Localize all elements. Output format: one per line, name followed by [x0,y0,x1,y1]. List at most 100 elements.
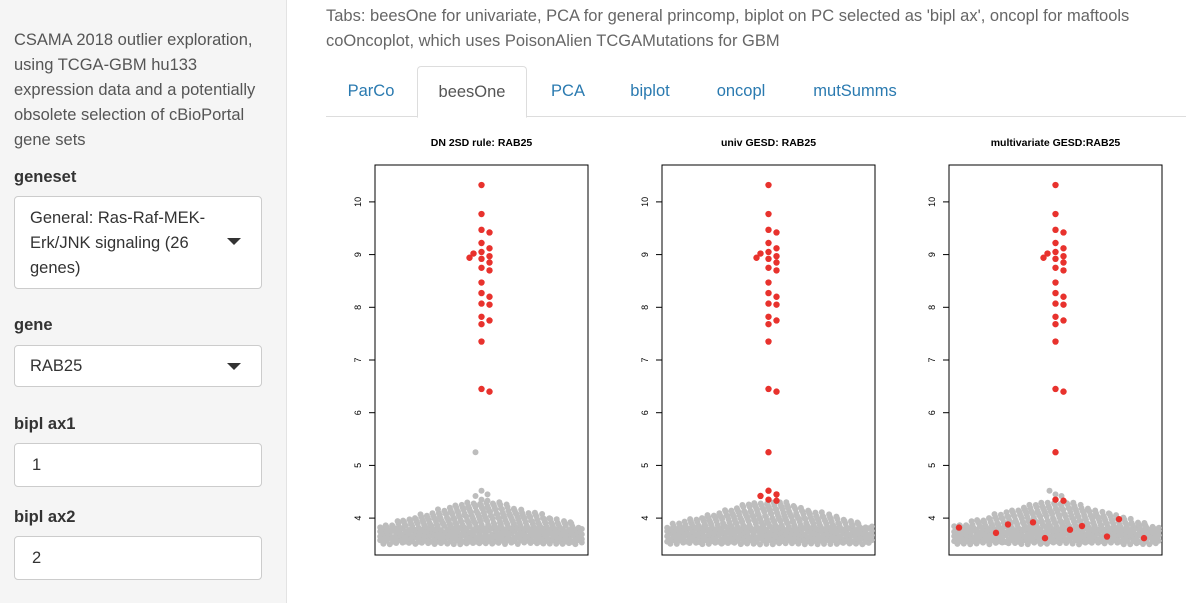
inlier-point [1135,519,1141,526]
outlier-point [773,497,780,504]
inlier-point [739,502,746,508]
inlier-point [840,516,847,523]
inlier-point [423,512,430,519]
y-tick-label: 8 [353,305,363,310]
outlier-point [765,487,772,494]
bipl-ax2-input[interactable]: 2 [14,536,262,580]
plot-title: DN 2SD rule: RAB25 [431,137,533,149]
inlier-point [790,503,797,509]
outlier-point [478,385,485,393]
beeswarm-plots: DN 2SD rule: RAB25 4 5 6 7 8 9 10 univ GESD: RAB… [353,137,1163,556]
outlier-point [765,300,772,307]
inlier-point [681,518,688,525]
outlier-point [765,181,772,189]
outlier-point [486,267,493,274]
inlier-point [1070,499,1077,506]
y-tick-label: 5 [640,463,650,468]
inlier-point [664,524,671,531]
outlier-point [765,279,772,286]
outlier-point [1052,279,1059,286]
inlier-point [406,516,413,523]
inlier-point [1084,505,1091,512]
geneset-label: geneset [14,168,77,186]
inlier-point [862,524,869,531]
outlier-point [773,252,780,260]
inlier-point [783,499,790,506]
outlier-point [478,248,485,256]
outlier-point [1052,181,1059,189]
inlier-point [951,523,958,530]
inlier-point [390,534,396,541]
inlier-point [489,500,496,507]
outlier-point [1052,313,1059,320]
tab-pca[interactable]: PCA [551,82,585,100]
y-tick-label: 9 [353,252,363,257]
outlier-point [478,338,485,345]
plot-frame [374,164,589,556]
inlier-point [457,536,464,543]
inlier-point [1058,492,1065,499]
outlier-point [478,226,485,234]
outlier-point [1052,449,1059,456]
outlier-point [1052,496,1059,503]
outlier-point [773,229,780,236]
outlier-point [1060,252,1067,260]
outlier-point [765,313,772,320]
outlier-point [773,388,780,395]
outlier-point [1060,301,1067,308]
outlier-point [478,210,485,218]
inlier-point [438,527,444,534]
outlier-point [1060,317,1067,324]
outlier-point [773,293,780,300]
inlier-point [458,501,465,508]
inlier-point [561,518,567,525]
inlier-point [575,524,582,531]
bipl-ax2-value: 2 [32,549,42,567]
inlier-point [1156,524,1162,531]
outlier-point [1052,226,1059,234]
outlier-point [466,254,473,261]
outlier-point [486,229,493,236]
tab-oncopl[interactable]: oncopl [716,82,766,100]
tab-beesone[interactable]: beesOne [417,66,527,118]
inlier-point [553,516,560,523]
inlier-point [546,515,553,522]
y-tick-label: 5 [927,463,937,468]
y-tick-label: 7 [640,357,650,362]
inlier-point [1092,507,1099,514]
inlier-point [745,501,752,508]
tab-parco[interactable]: ParCo [347,82,395,100]
inlier-point [704,512,711,519]
y-tick-label: 6 [927,410,937,415]
outlier-point [992,529,1000,537]
outlier-point [955,524,963,531]
inlier-point [1038,499,1045,506]
chevron-down-icon [227,238,241,245]
gene-select[interactable]: RAB25 [14,345,262,387]
inlier-point [818,509,825,516]
outlier-point [765,449,772,456]
inlier-point [751,500,758,507]
y-tick-label: 4 [927,516,937,521]
geneset-select[interactable]: General: Ras-Raf-MEK-Erk/JNK signaling (… [14,196,262,289]
inlier-point [400,517,407,524]
tab-biplot[interactable]: biplot [630,82,670,100]
inlier-point [441,507,448,514]
inlier-point [472,492,479,499]
inlier-point [848,518,854,525]
inlier-point [510,505,517,512]
inlier-point [716,510,723,517]
outlier-point [478,255,485,263]
bipl-ax1-label: bipl ax1 [14,415,76,433]
tab-mutsumms[interactable]: mutSumms [813,82,897,100]
inlier-point [567,519,574,526]
outlier-point [1052,248,1059,256]
outlier-point [765,248,772,256]
bipl-ax2-label: bipl ax2 [14,508,76,526]
inlier-point [1141,520,1148,526]
inlier-point [417,511,424,518]
inlier-point [1046,487,1053,494]
bipl-ax1-input[interactable]: 1 [14,443,262,487]
inlier-point [986,515,992,522]
outlier-point [486,245,493,252]
